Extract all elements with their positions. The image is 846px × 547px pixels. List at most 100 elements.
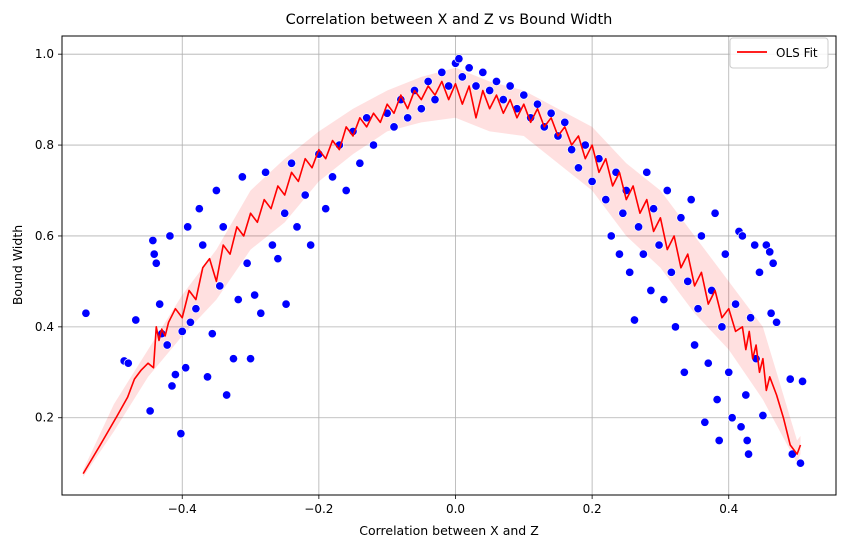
scatter-point — [614, 249, 624, 259]
scatter-point — [202, 372, 213, 382]
scatter-point — [454, 54, 464, 64]
scatter-point — [629, 315, 640, 325]
ols-fit-polyline — [82, 80, 802, 475]
ols-fit-line — [82, 80, 802, 475]
scatter-point — [151, 258, 161, 268]
scatter-point — [162, 340, 172, 350]
scatter-point — [717, 322, 727, 332]
scatter-point — [218, 222, 228, 232]
x-axis-ticks: −0.4 −0.2 0.0 0.2 0.4 — [168, 495, 738, 516]
scatter-point — [696, 231, 706, 241]
scatter-point — [355, 158, 365, 168]
scatter-point — [286, 158, 297, 168]
scatter-point — [666, 267, 676, 277]
chart-title: Correlation between X and Z vs Bound Wid… — [286, 12, 613, 28]
x-tick-label: 0.0 — [446, 502, 465, 516]
scatter-point — [81, 308, 91, 318]
legend-box — [729, 37, 829, 69]
scatter-point — [321, 204, 331, 214]
scatter-point — [724, 367, 734, 377]
scatter-point — [478, 67, 488, 77]
grid — [62, 36, 836, 495]
scatter-point — [215, 281, 225, 291]
scatter-point — [727, 413, 737, 423]
x-tick-label: 0.2 — [583, 502, 602, 516]
scatter-point — [634, 222, 644, 232]
y-tick-label: 0.6 — [35, 229, 54, 243]
scatter-point — [638, 249, 648, 259]
x-tick-label: 0.4 — [719, 502, 738, 516]
scatter-point — [292, 222, 302, 232]
scatter-point — [368, 140, 379, 150]
scatter-point — [261, 167, 271, 177]
scatter-point — [280, 208, 290, 218]
scatter-point — [744, 449, 754, 459]
scatter-point — [700, 417, 710, 427]
scatter-point — [649, 204, 659, 214]
scatter-point — [222, 390, 232, 400]
scatter-point — [601, 195, 611, 205]
scatter-point — [737, 231, 747, 241]
scatter-point — [736, 422, 746, 432]
scatter-point — [797, 376, 808, 386]
scatter-point — [181, 363, 191, 373]
x-tick-label: −0.2 — [304, 502, 333, 516]
scatter-point — [676, 213, 686, 223]
scatter-point — [683, 276, 693, 286]
scatter-point — [437, 67, 447, 77]
scatter-point — [207, 329, 217, 339]
scatter-point — [165, 231, 175, 241]
scatter-point — [281, 299, 291, 309]
scatter-point — [505, 81, 515, 91]
scatter-point — [273, 254, 283, 264]
scatter-point — [198, 240, 208, 250]
scatter-point — [149, 249, 159, 259]
scatter-point — [183, 222, 193, 232]
y-axis-ticks: 0.2 0.4 0.6 0.8 1.0 — [35, 47, 62, 425]
scatter-point — [679, 367, 689, 377]
scatter-point — [750, 240, 760, 250]
scatter-point — [131, 315, 141, 325]
scatter-point — [430, 95, 440, 105]
scatter-point — [532, 99, 543, 109]
scatter-point — [167, 381, 177, 391]
scatter-point — [250, 290, 260, 300]
y-tick-label: 1.0 — [35, 47, 54, 61]
scatter-point — [670, 322, 681, 332]
scatter-point — [237, 172, 247, 182]
legend: OLS Fit — [729, 37, 829, 69]
scatter-point — [714, 435, 724, 446]
scatter-point — [625, 267, 635, 277]
scatter-point — [267, 240, 277, 250]
scatter-point — [546, 108, 556, 118]
scatter-point — [155, 299, 165, 309]
y-tick-label: 0.2 — [35, 411, 54, 425]
y-tick-label: 0.4 — [35, 320, 54, 334]
scatter-point — [646, 285, 656, 296]
scatter-point — [573, 163, 584, 173]
scatter-point — [766, 308, 776, 318]
scatter-point — [693, 304, 703, 314]
scatter-point — [123, 358, 133, 368]
scatter-point — [741, 390, 751, 400]
scatter-point — [642, 167, 652, 177]
scatter-point — [742, 435, 752, 446]
scatter-point — [306, 240, 316, 250]
scatter-point — [389, 122, 399, 132]
x-axis-label: Correlation between X and Z — [359, 523, 539, 538]
fit-confidence-band — [83, 67, 801, 477]
scatter-point — [327, 172, 338, 182]
scatter-point — [148, 235, 158, 246]
plot-frame — [61, 35, 837, 496]
scatter-point — [768, 258, 778, 268]
scatter-point — [416, 104, 426, 114]
scatter-point — [403, 113, 413, 123]
scatter-point — [587, 176, 597, 186]
scatter-point — [256, 308, 266, 318]
scatter-point — [491, 76, 502, 86]
scatter-point — [176, 429, 186, 439]
scatter-point — [618, 208, 628, 218]
scatter-point — [731, 299, 741, 309]
y-axis-label: Bound Width — [10, 225, 25, 305]
